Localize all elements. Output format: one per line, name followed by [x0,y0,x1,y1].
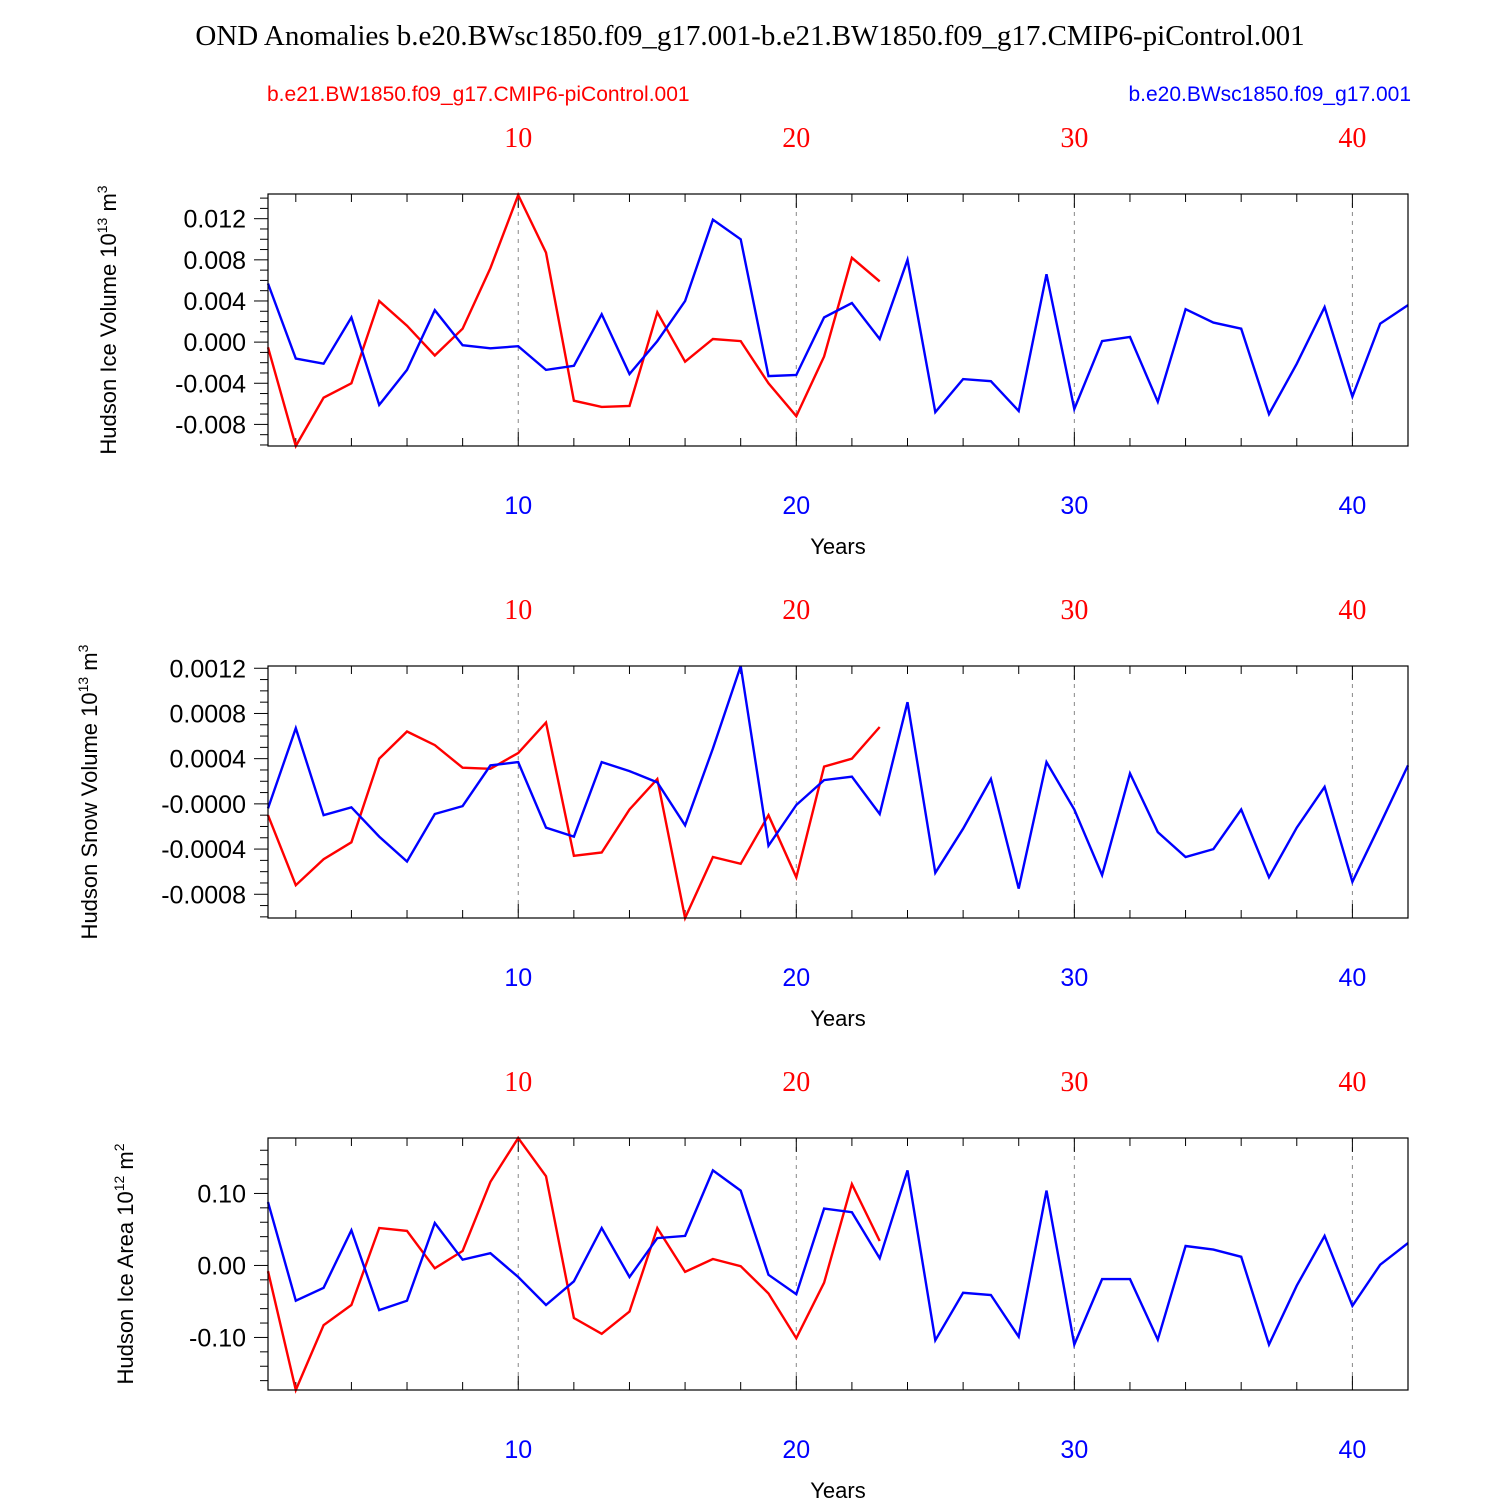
y-tick-label: -0.008 [175,411,246,439]
top-x-tick-label: 40 [1338,1067,1366,1098]
y-tick-label: -0.0004 [161,836,246,864]
top-x-tick-label: 40 [1338,123,1366,154]
bottom-x-tick-label: 10 [504,964,532,992]
top-x-tick-label: 10 [504,1067,532,1098]
panels: -0.008-0.0040.0000.0040.0080.01210102020… [75,123,1410,1500]
y-axis-label-exp: 13 [94,217,110,233]
plot-frame [267,1137,1409,1391]
y-axis-label-unit: m [96,193,121,217]
y-tick-label: -0.10 [189,1324,246,1352]
bottom-x-tick-label: 30 [1060,492,1088,520]
plot-frame [267,665,1409,919]
y-axis-label-text: Hudson Ice Volume 10 [96,233,121,454]
top-x-tick-label: 30 [1060,1067,1088,1098]
bottom-x-tick-label: 30 [1060,1436,1088,1464]
legend-red-label: b.e21.BW1850.f09_g17.CMIP6-piControl.001 [267,83,690,106]
y-axis-label: Hudson Snow Volume 1013 m3 [75,644,102,939]
top-x-tick-label: 20 [782,123,810,154]
series-line-blue [266,1168,1409,1349]
series-line-red [266,191,881,450]
y-tick-label: 0.00 [197,1252,246,1280]
y-axis-label-exp: 12 [111,1176,127,1192]
series-line-blue [266,217,1409,418]
y-tick-label: 0.0004 [170,746,247,774]
y-tick-label: -0.0008 [161,881,246,909]
bottom-x-tick-label: 20 [782,964,810,992]
y-axis-label-text: Hudson Ice Area 10 [113,1191,138,1384]
y-axis-label-unit: m [113,1151,138,1175]
series-line-red [266,1135,881,1394]
top-x-tick-label: 40 [1338,595,1366,626]
y-axis-label: Hudson Ice Volume 1013 m3 [94,185,121,454]
y-axis-label-exp: 13 [75,677,91,693]
chart-panel-3: -0.10 0.00 0.10 10 10 20 20 30 30 40 40 Years Hudson… [111,1067,1409,1500]
x-axis-label: Years [810,534,865,559]
bottom-x-tick-label: 20 [782,492,810,520]
bottom-x-tick-label: 40 [1338,964,1366,992]
y-tick-label: 0.0012 [170,655,246,683]
y-tick-label: 0.004 [183,288,246,316]
series-line-red [266,719,881,922]
figure-title: OND Anomalies b.e20.BWsc1850.f09_g17.001… [195,20,1304,52]
chart-panel-1: -0.008 -0.004 0.000 0.004 0.008 0.012 10 10 20 20… [94,123,1409,559]
y-tick-label: -0.004 [175,370,246,398]
top-x-tick-label: 30 [1060,595,1088,626]
bottom-x-tick-label: 20 [782,1436,810,1464]
plot-frame [267,193,1409,447]
x-axis-label: Years [810,1478,865,1500]
y-tick-label: 0.012 [183,206,246,234]
bottom-x-tick-label: 10 [504,492,532,520]
top-x-tick-label: 10 [504,123,532,154]
bottom-x-tick-label: 40 [1338,492,1366,520]
y-axis-label-unit-exp: 3 [75,644,91,652]
chart-panel-2: -0.0008 -0.0004 -0.0000 0.0004 0.0008 0.0012 1… [75,595,1410,1031]
y-tick-label: 0.008 [183,247,246,275]
y-axis-label-unit: m [77,652,102,676]
top-x-tick-label: 20 [782,1067,810,1098]
y-tick-label: -0.0000 [161,791,246,819]
bottom-x-tick-label: 30 [1060,964,1088,992]
top-x-tick-label: 10 [504,595,532,626]
y-axis-label-unit-exp: 2 [111,1143,127,1151]
y-tick-label: 0.0008 [170,700,246,728]
top-x-tick-label: 30 [1060,123,1088,154]
top-x-tick-label: 20 [782,595,810,626]
bottom-x-tick-label: 40 [1338,1436,1366,1464]
bottom-x-tick-label: 10 [504,1436,532,1464]
y-axis-label-text: Hudson Snow Volume 10 [77,692,102,939]
series-line-blue [266,665,1410,889]
y-tick-label: 0.000 [183,329,246,357]
y-tick-label: 0.10 [197,1180,246,1208]
legend-blue-label: b.e20.BWsc1850.f09_g17.001 [1128,83,1411,106]
y-axis-label-unit-exp: 3 [94,185,110,193]
x-axis-label: Years [810,1006,865,1031]
y-axis-label: Hudson Ice Area 1012 m2 [111,1143,138,1384]
